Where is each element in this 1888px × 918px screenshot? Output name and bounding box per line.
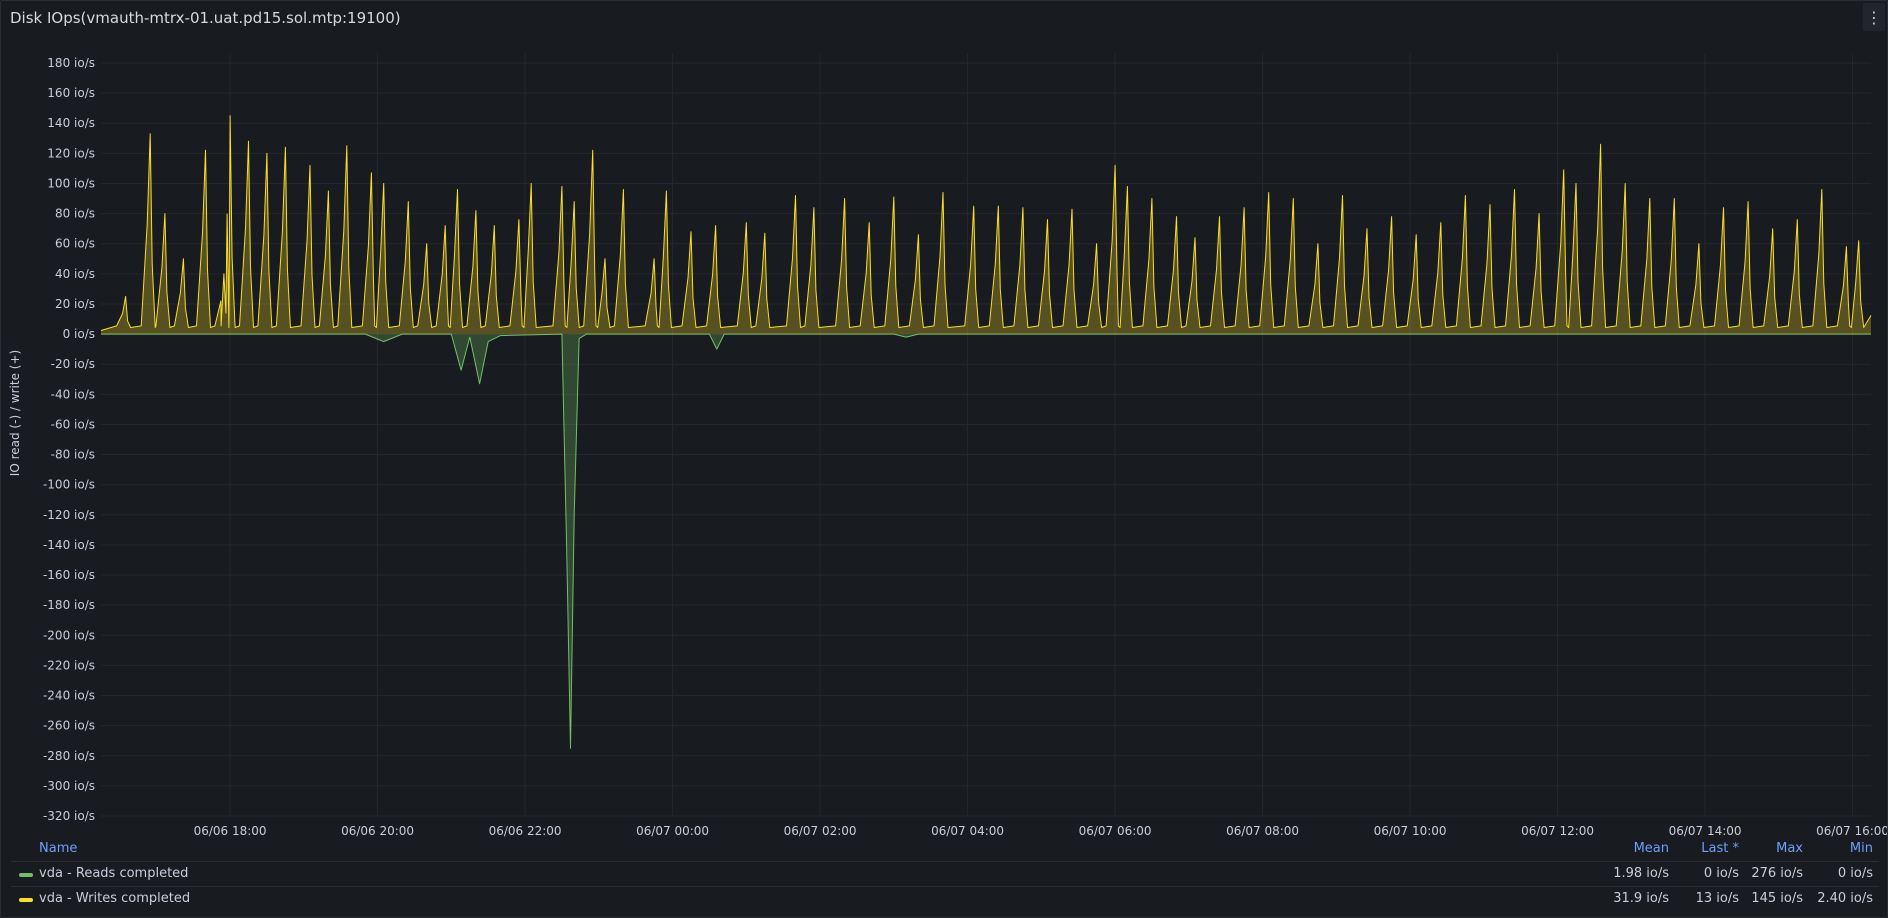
legend-min-writes: 2.40 io/s <box>1817 891 1873 906</box>
y-tick-label: -280 io/s <box>43 749 95 763</box>
y-tick-label: -60 io/s <box>51 417 95 431</box>
y-tick-label: 80 io/s <box>55 207 95 221</box>
x-axis-ticks: 06/06 18:00 06/06 20:00 06/06 22:00 06/07 0… <box>194 824 1887 837</box>
x-tick-label: 06/07 12:00 <box>1521 824 1594 837</box>
y-tick-label: -140 io/s <box>43 538 95 552</box>
x-tick-label: 06/07 00:00 <box>636 824 709 837</box>
panel-title: Disk IOps(vmauth-mtrx-01.uat.pd15.sol.mt… <box>10 9 401 27</box>
x-tick-label: 06/06 22:00 <box>489 824 562 837</box>
y-tick-label: 60 io/s <box>55 237 95 251</box>
y-tick-label: 180 io/s <box>47 56 95 70</box>
series-line <box>100 115 1872 331</box>
x-tick-label: 06/06 20:00 <box>341 824 414 837</box>
legend-header-last[interactable]: Last * <box>1701 841 1739 856</box>
x-tick-label: 06/07 14:00 <box>1669 824 1742 837</box>
legend-max-reads: 276 io/s <box>1751 866 1803 881</box>
legend-mean-writes: 31.9 io/s <box>1613 891 1669 906</box>
y-tick-label: -240 io/s <box>43 689 95 703</box>
legend-mean-reads: 1.98 io/s <box>1613 866 1669 881</box>
legend-table: Name Mean Last * Max Min vda - Reads com… <box>11 837 1879 911</box>
x-tick-label: 06/07 04:00 <box>931 824 1004 837</box>
y-tick-label: -80 io/s <box>51 448 95 462</box>
legend-swatch-reads <box>19 873 33 877</box>
y-tick-label: 160 io/s <box>47 86 95 100</box>
y-tick-label: -20 io/s <box>51 357 95 371</box>
y-axis-ticks: 180 io/s 160 io/s 140 io/s 120 io/s 100 io/s… <box>43 56 95 823</box>
x-tick-label: 06/07 06:00 <box>1079 824 1152 837</box>
legend-header-mean[interactable]: Mean <box>1633 841 1669 856</box>
chart-series <box>100 115 1872 749</box>
more-vertical-icon[interactable]: ⋮ <box>1863 3 1885 31</box>
x-tick-label: 06/07 08:00 <box>1226 824 1299 837</box>
legend-row-reads[interactable]: vda - Reads completed 1.98 io/s 0 io/s 2… <box>11 861 1879 886</box>
legend-header-max[interactable]: Max <box>1776 841 1803 856</box>
y-tick-label: 120 io/s <box>47 146 95 160</box>
legend-row-writes[interactable]: vda - Writes completed 31.9 io/s 13 io/s… <box>11 886 1879 911</box>
x-tick-label: 06/07 10:00 <box>1374 824 1447 837</box>
x-tick-label: 06/07 02:00 <box>784 824 857 837</box>
y-tick-label: -100 io/s <box>43 478 95 492</box>
legend-label-writes[interactable]: vda - Writes completed <box>39 891 191 906</box>
y-axis-label: IO read (-) / write (+) <box>8 350 22 476</box>
y-tick-label: 20 io/s <box>55 297 95 311</box>
x-tick-label: 06/07 16:00 <box>1816 824 1887 837</box>
y-tick-label: 140 io/s <box>47 116 95 130</box>
y-tick-label: -320 io/s <box>43 809 95 823</box>
y-tick-label: 0 io/s <box>63 327 95 341</box>
legend-swatch-writes <box>19 898 33 902</box>
legend-min-reads: 0 io/s <box>1837 866 1873 881</box>
y-tick-label: -260 io/s <box>43 719 95 733</box>
series-area <box>101 115 1871 335</box>
y-tick-label: -220 io/s <box>43 658 95 672</box>
y-tick-label: -300 io/s <box>43 779 95 793</box>
series-writes <box>100 115 1872 335</box>
legend-header: Name Mean Last * Max Min <box>11 837 1879 861</box>
y-tick-label: -160 io/s <box>43 568 95 582</box>
y-tick-label: -180 io/s <box>43 598 95 612</box>
y-tick-label: 100 io/s <box>47 176 95 190</box>
y-tick-label: -120 io/s <box>43 508 95 522</box>
x-tick-label: 06/06 18:00 <box>194 824 267 837</box>
legend-max-writes: 145 io/s <box>1751 891 1803 906</box>
chart-canvas[interactable]: 180 io/s 160 io/s 140 io/s 120 io/s 100 io/s… <box>1 1 1887 837</box>
legend-last-writes: 13 io/s <box>1695 891 1739 906</box>
chart-grid <box>101 53 1871 817</box>
legend-header-min[interactable]: Min <box>1849 841 1873 856</box>
series-reads <box>101 333 1871 749</box>
y-tick-label: 40 io/s <box>55 267 95 281</box>
series-line <box>101 333 1871 749</box>
legend-header-name[interactable]: Name <box>39 841 78 856</box>
y-tick-label: -200 io/s <box>43 628 95 642</box>
y-tick-label: -40 io/s <box>51 387 95 401</box>
legend-last-reads: 0 io/s <box>1703 866 1739 881</box>
legend-label-reads[interactable]: vda - Reads completed <box>39 866 189 881</box>
series-area <box>101 334 1871 749</box>
